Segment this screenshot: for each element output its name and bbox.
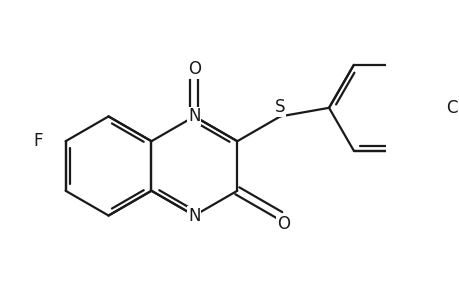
Text: O: O — [276, 215, 289, 233]
Text: F: F — [34, 132, 43, 150]
Text: S: S — [274, 98, 285, 116]
Text: N: N — [188, 207, 200, 225]
Text: O: O — [187, 60, 201, 78]
Text: Cl: Cl — [445, 99, 459, 117]
Text: N: N — [188, 107, 200, 125]
